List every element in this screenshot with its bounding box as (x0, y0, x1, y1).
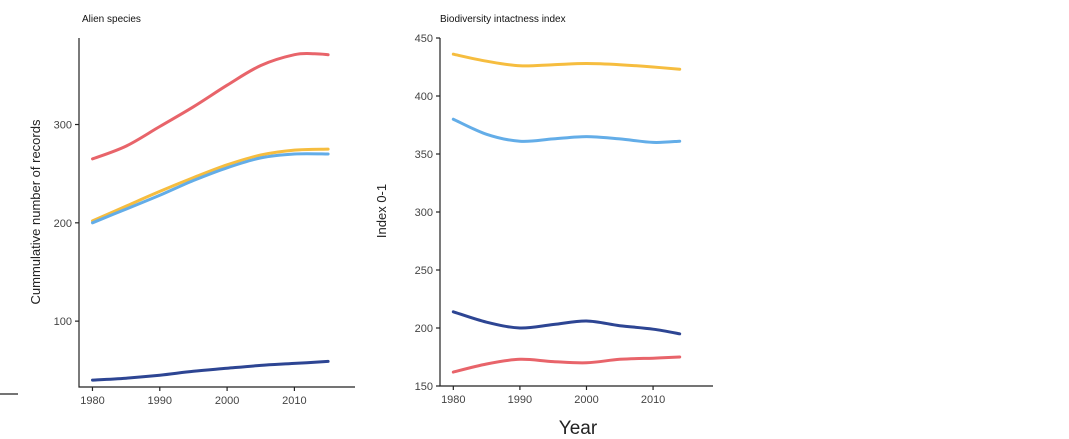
y-tick-label: 200 (415, 323, 433, 335)
x-tick-label: 2010 (641, 394, 665, 406)
y-axis-label: Cummulative number of records (28, 119, 43, 304)
x-tick-label: 1980 (441, 394, 465, 406)
axes-frame (78, 38, 355, 388)
plot-area: 150 200 250 300 350 400 450 1980 1990 2000 2010 (415, 33, 713, 406)
series-line-3 (91, 152, 330, 225)
x-tick-label: 1990 (508, 394, 532, 406)
y-tick-label: 100 (54, 316, 72, 328)
series-line-3 (451, 310, 682, 336)
chart-title: Biodiversity intactness index (440, 14, 566, 25)
series-line-1 (451, 52, 682, 71)
series-line-2 (91, 147, 330, 223)
y-tick-label: 300 (415, 207, 433, 219)
series-line-2 (451, 117, 682, 144)
y-tick-label: 450 (415, 33, 433, 45)
series-line-1 (91, 51, 330, 161)
x-tick-label: 2010 (282, 395, 306, 407)
y-tick-label: 250 (415, 265, 433, 277)
x-tick-label: 1980 (80, 395, 104, 407)
y-tick-label: 400 (415, 91, 433, 103)
panel-biodiversity-intactness: Biodiversity intactness index Index 0-1 … (374, 14, 713, 439)
chart-title: Alien species (82, 14, 141, 25)
x-tick-label: 2000 (215, 395, 239, 407)
series-line-4 (91, 359, 330, 382)
y-tick-label: 300 (54, 120, 72, 132)
y-tick-label: 150 (415, 381, 433, 393)
plot-area: 100 200 300 1980 1990 2000 2010 (54, 38, 355, 407)
y-axis-label: Index 0-1 (374, 184, 389, 238)
x-tick-label: 2000 (574, 394, 598, 406)
panel-alien-species: Alien species Cummulative number of reco… (28, 14, 355, 407)
y-tick-label: 350 (415, 149, 433, 161)
x-axis-label: Year (559, 418, 598, 439)
y-tick-label: 200 (54, 218, 72, 230)
x-tick-label: 1990 (148, 395, 172, 407)
series-line-4 (451, 355, 682, 374)
